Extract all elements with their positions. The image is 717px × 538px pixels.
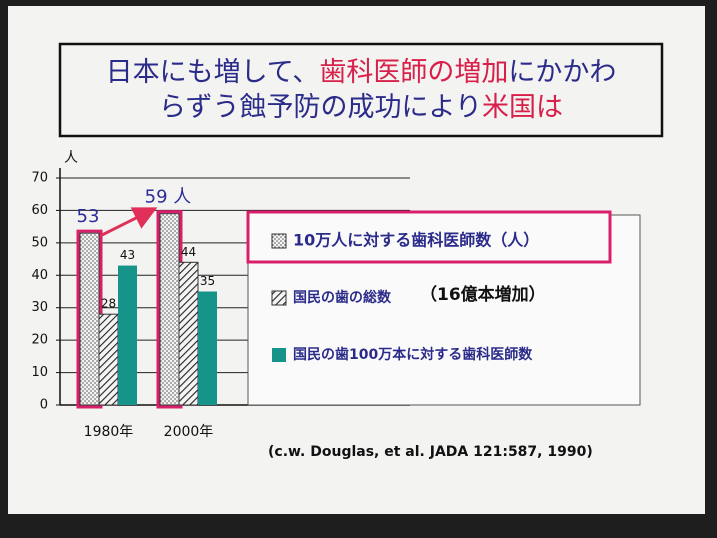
y-tick-label: 40 — [31, 268, 48, 283]
bar — [79, 232, 100, 406]
title-segment: にかかわ — [508, 57, 616, 88]
legend-swatch — [272, 348, 286, 362]
data-label: 53 — [77, 206, 100, 227]
data-label: 35 — [200, 274, 215, 288]
y-axis-label: 人 — [64, 150, 78, 166]
data-label: 28 — [101, 297, 116, 311]
bar — [159, 213, 180, 406]
bar — [98, 313, 119, 406]
title-segment: 歯科医師の増加 — [319, 57, 508, 88]
bar — [178, 261, 199, 406]
y-tick-label: 0 — [40, 398, 48, 413]
title-segment: らずう蝕予防の成功により — [159, 92, 482, 123]
title-segment: 米国は — [482, 92, 563, 123]
y-tick-label: 70 — [31, 171, 48, 186]
bar — [118, 265, 137, 405]
y-tick-label: 10 — [31, 365, 48, 380]
source: (c.w. Douglas, et al. JADA 121:587, 1990… — [268, 444, 593, 460]
legend-label: 10万人に対する歯科医師数（人） — [293, 231, 539, 250]
y-tick-label: 60 — [31, 203, 48, 218]
trend-arrow — [99, 207, 158, 238]
y-tick-label: 30 — [31, 300, 48, 315]
x-tick-label: 2000年 — [164, 424, 214, 440]
legend-label: 国民の歯の総数 — [293, 289, 392, 306]
data-label: 59 人 — [145, 187, 192, 208]
title-line: らずう蝕予防の成功により米国は — [159, 92, 563, 123]
y-tick-label: 50 — [31, 235, 48, 250]
data-label: 43 — [120, 248, 135, 262]
legend-label: 国民の歯100万本に対する歯科医師数 — [293, 346, 533, 363]
bar — [198, 291, 217, 405]
legend-highlight — [246, 210, 612, 264]
data-label: 44 — [181, 245, 196, 259]
title-line: 日本にも増して、歯科医師の増加にかかわ — [106, 57, 617, 88]
legend-swatch — [271, 233, 287, 249]
title-box — [58, 42, 664, 138]
legend-swatch — [271, 290, 287, 306]
legend-note: （16億本増加） — [420, 284, 546, 305]
title-segment: 日本にも増して、 — [106, 57, 320, 88]
y-tick-label: 20 — [31, 333, 48, 348]
x-tick-label: 1980年 — [84, 424, 134, 440]
